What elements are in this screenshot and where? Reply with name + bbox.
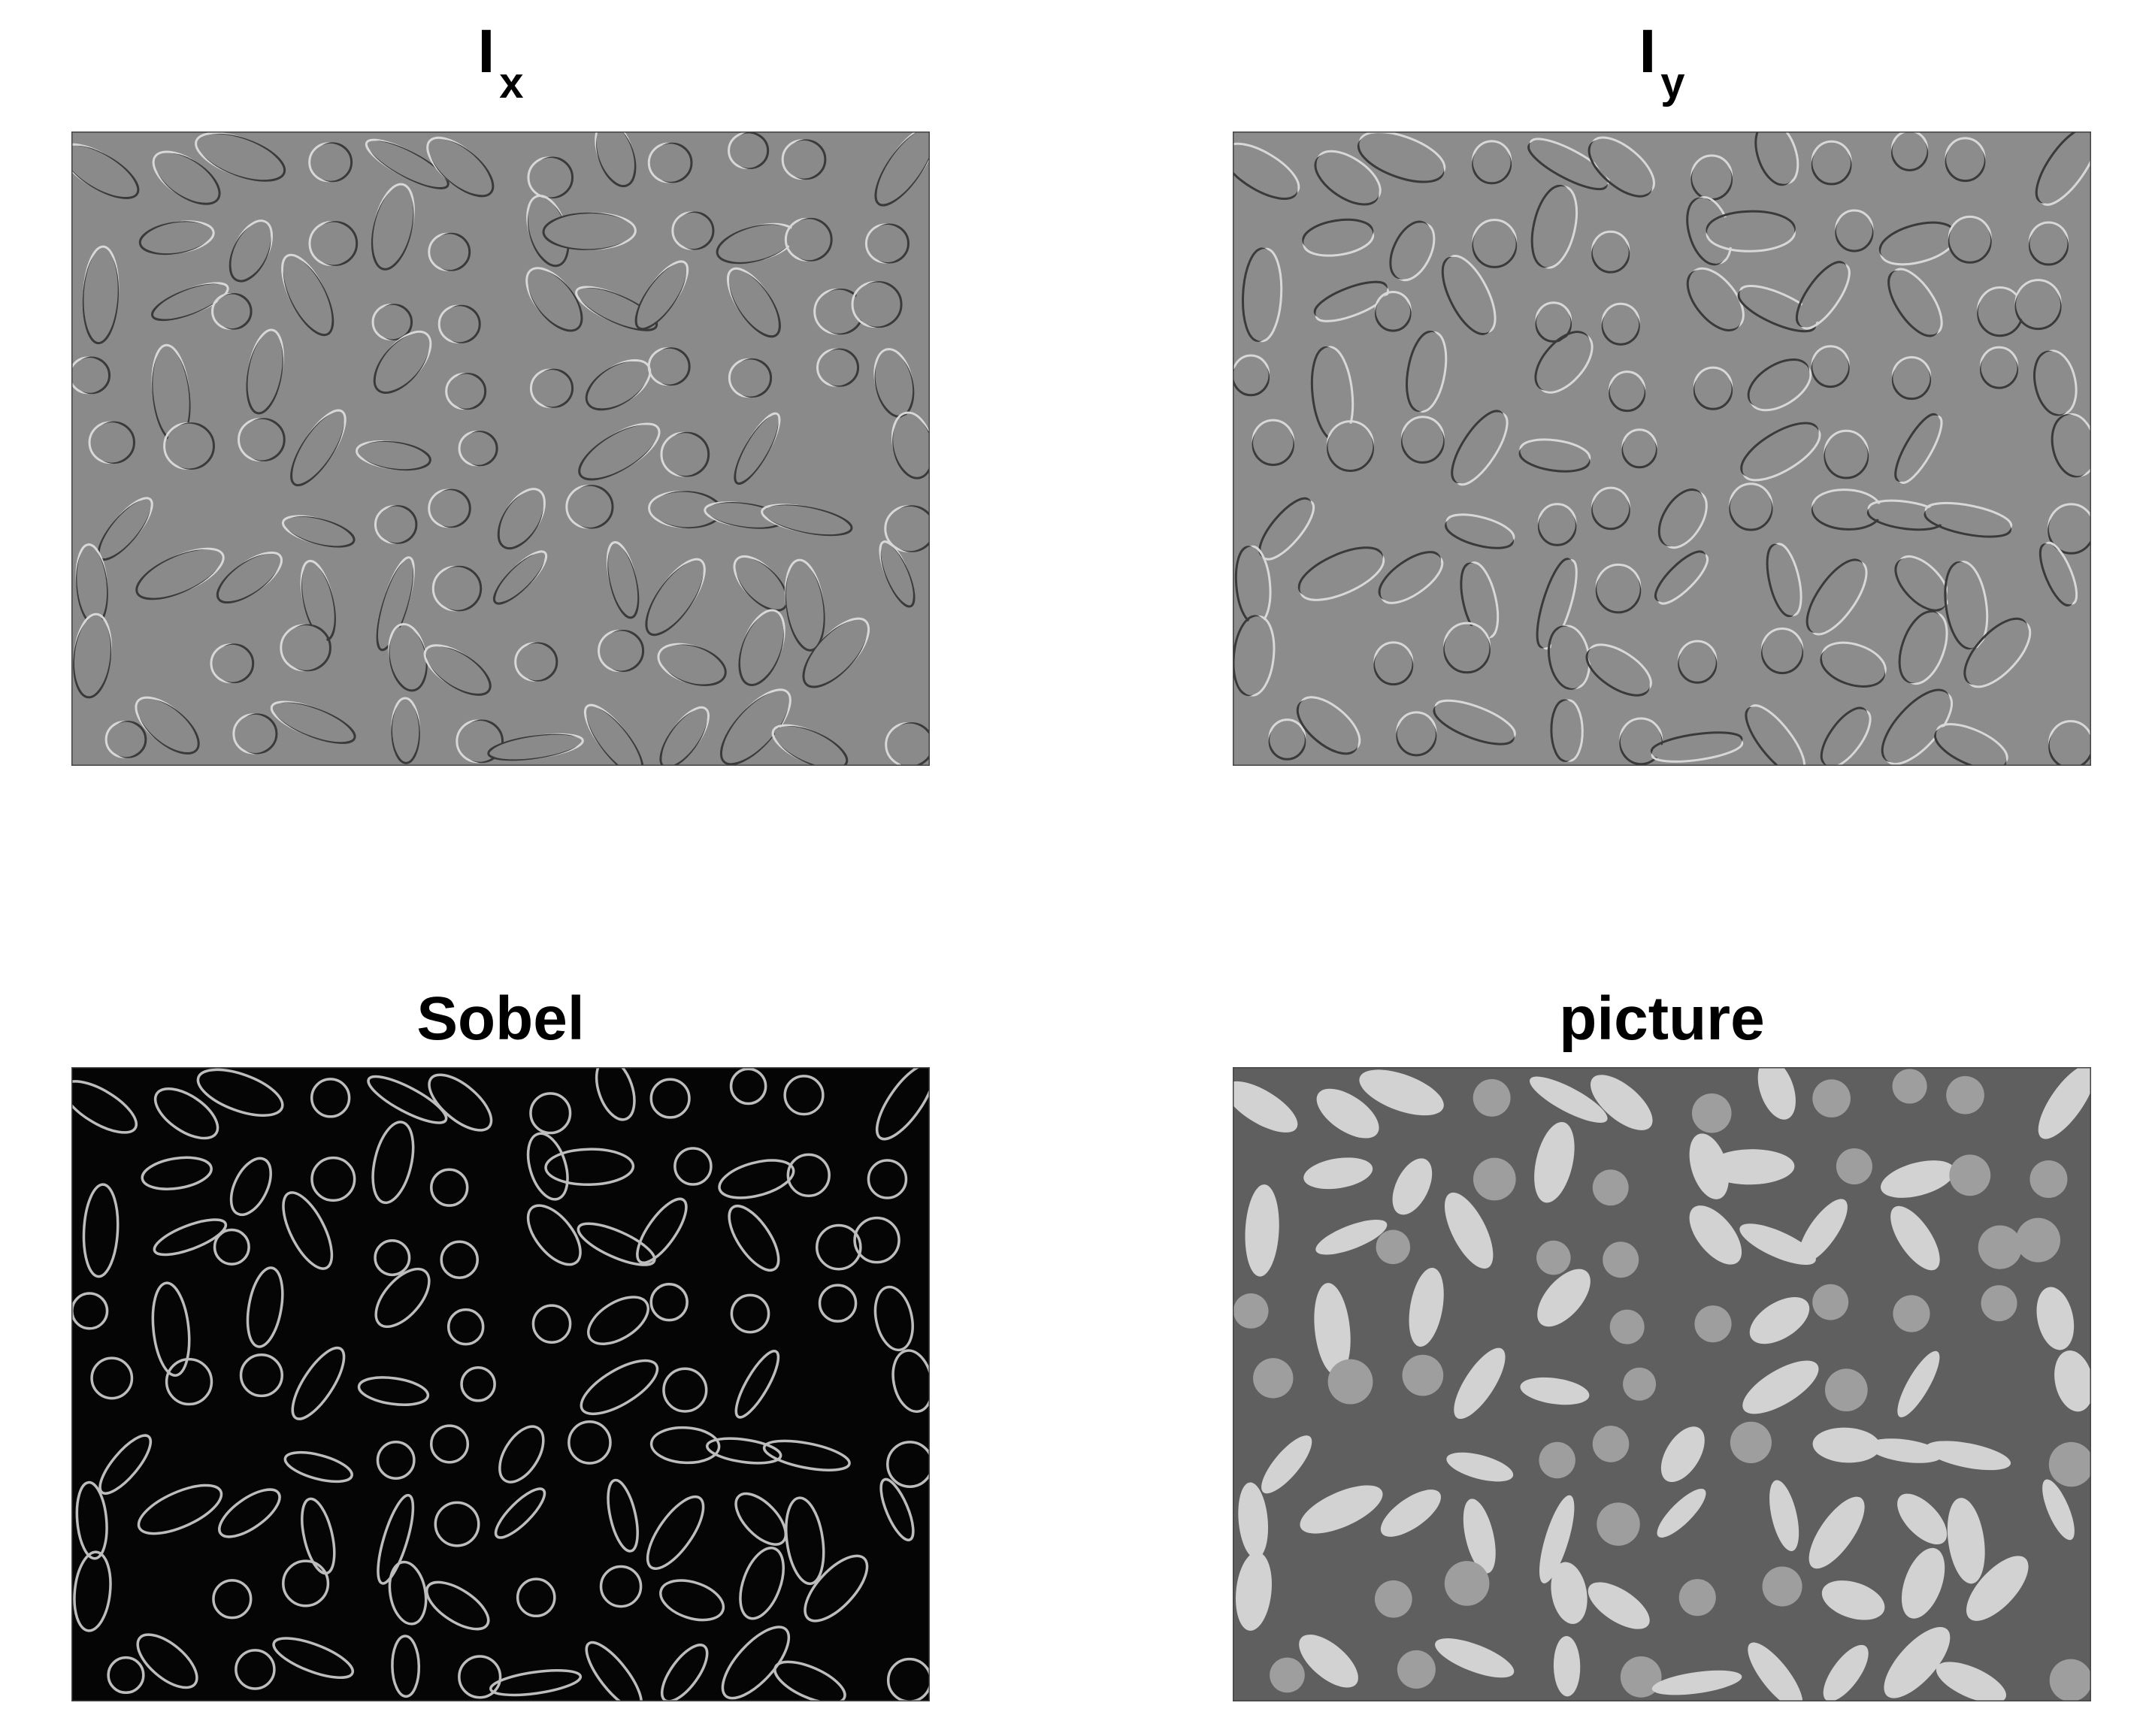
sobel-edge-image: [71, 1067, 930, 1701]
original-picture-image: [1233, 1067, 2091, 1701]
iy-gradient-image: [1233, 132, 2091, 766]
panel-sobel: Sobel: [71, 939, 930, 1709]
panel-title: picture: [1559, 984, 1765, 1053]
ix-gradient-image: [71, 132, 930, 766]
panel-title: Sobel: [416, 984, 585, 1053]
panel-picture: picture: [1233, 939, 2091, 1709]
